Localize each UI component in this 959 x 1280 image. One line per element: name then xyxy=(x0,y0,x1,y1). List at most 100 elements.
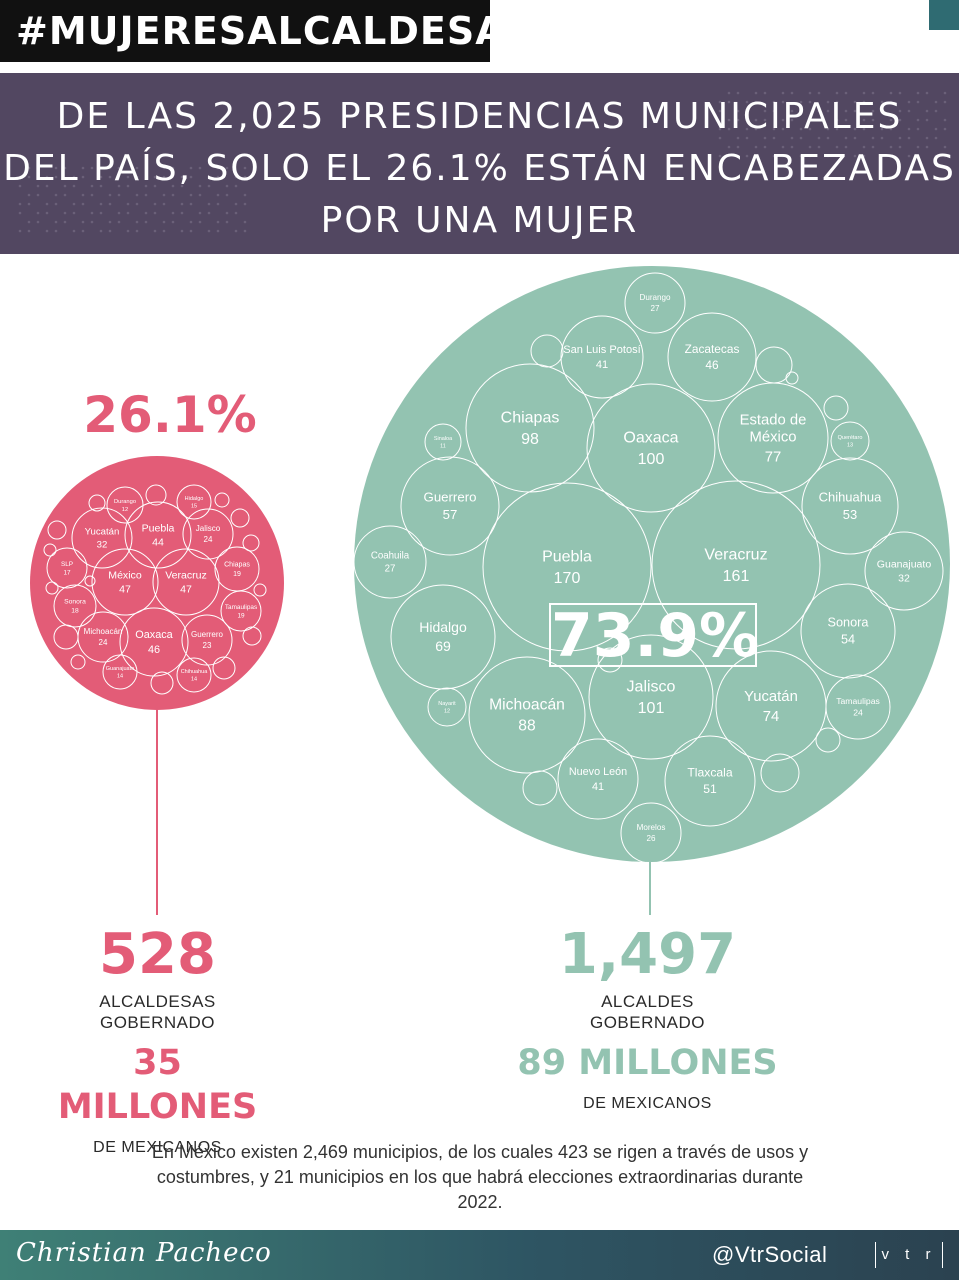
men-bubble-value: 101 xyxy=(638,700,665,717)
men-bubble-label: Guerrero xyxy=(424,489,477,504)
pattern-dot xyxy=(817,136,821,140)
women-bubble-chart: Durango 12 Hidalgo 15 Yucatán 32 Puebla 44 Jalis… xyxy=(30,456,284,710)
pattern-dot xyxy=(243,193,247,197)
women-bubble-value: 32 xyxy=(97,540,108,551)
women-minor-bubble xyxy=(230,508,250,528)
women-bubble-michoacan xyxy=(77,611,129,663)
pattern-dot xyxy=(871,109,875,113)
pattern-dot xyxy=(862,100,866,104)
pattern-dot xyxy=(117,193,121,197)
pattern-dot xyxy=(198,184,202,188)
pattern-dot xyxy=(862,91,866,95)
pattern-dot xyxy=(162,202,166,206)
men-bubble-value: 98 xyxy=(521,431,539,448)
pattern-dot xyxy=(225,193,229,197)
pattern-dot xyxy=(72,175,76,179)
men-bubble-label: Querétaro xyxy=(838,435,863,441)
pattern-dot xyxy=(844,118,848,122)
women-label-2: GOBERNADO xyxy=(99,1013,216,1032)
women-bubble-mexico xyxy=(91,548,159,616)
pattern-dot xyxy=(27,166,31,170)
pattern-dot xyxy=(826,136,830,140)
men-label-2: GOBERNADO xyxy=(589,1013,706,1032)
pattern-dot xyxy=(943,100,947,104)
pattern-dot xyxy=(63,184,67,188)
pattern-dot xyxy=(171,220,175,224)
pattern-dot xyxy=(925,136,929,140)
pattern-dot xyxy=(916,127,920,131)
pattern-dot xyxy=(234,202,238,206)
pattern-dot xyxy=(207,211,211,215)
men-bubble-value: 51 xyxy=(703,782,717,796)
pattern-dot xyxy=(63,211,67,215)
social-handle[interactable]: @VtrSocial xyxy=(712,1242,828,1267)
pattern-dot xyxy=(180,229,184,233)
pattern-dot xyxy=(898,145,902,149)
men-bubble-hidalgo xyxy=(390,584,496,690)
pattern-dot xyxy=(63,220,67,224)
pattern-dot xyxy=(234,211,238,215)
men-bubble-value: 41 xyxy=(592,781,604,793)
pattern-dot xyxy=(189,202,193,206)
men-bubble-guanajuato xyxy=(864,531,944,611)
women-bubble-oaxaca xyxy=(119,607,189,677)
men-bubble-nayarit xyxy=(427,687,467,727)
pattern-dot xyxy=(889,100,893,104)
pattern-dot xyxy=(207,175,211,179)
pattern-dot xyxy=(772,154,776,158)
women-bubble-durango xyxy=(106,486,144,524)
pattern-dot xyxy=(781,100,785,104)
men-percent: 73.9% xyxy=(549,601,760,671)
men-bubble-value: 161 xyxy=(723,568,750,585)
pattern-dot xyxy=(45,175,49,179)
men-bubble-label: Sonora xyxy=(828,616,870,630)
women-minor-bubble xyxy=(88,494,106,512)
pattern-dot xyxy=(817,91,821,95)
men-bubble-label: Jalisco xyxy=(627,678,676,695)
pattern-dot xyxy=(853,100,857,104)
men-bubble-label: Zacatecas xyxy=(685,342,740,356)
pattern-dot xyxy=(90,193,94,197)
pattern-dot xyxy=(198,220,202,224)
pattern-dot xyxy=(234,184,238,188)
pattern-dot xyxy=(790,136,794,140)
pattern-dot xyxy=(144,193,148,197)
men-bubble-nuevo-leon xyxy=(557,738,639,820)
women-bubble-value: 24 xyxy=(204,535,213,544)
pattern-dot xyxy=(234,229,238,233)
pattern-dot xyxy=(54,229,58,233)
pattern-dot xyxy=(763,91,767,95)
men-bubble-label: México xyxy=(749,429,796,445)
pattern-dot xyxy=(18,202,22,206)
pattern-dot xyxy=(90,220,94,224)
women-bubble-label: Michoacán xyxy=(84,627,123,636)
pattern-dot xyxy=(225,220,229,224)
pattern-dot xyxy=(36,166,40,170)
men-bubble-label: Morelos xyxy=(637,823,666,832)
pattern-dot xyxy=(18,211,22,215)
pattern-dot xyxy=(826,100,830,104)
men-bubble-label: Durango xyxy=(639,293,671,302)
pattern-dot xyxy=(934,100,938,104)
women-bubble-value: 14 xyxy=(191,677,197,683)
pattern-dot xyxy=(880,154,884,158)
pattern-dot xyxy=(862,145,866,149)
pattern-dot xyxy=(835,154,839,158)
pattern-dot xyxy=(207,229,211,233)
dot-pattern xyxy=(18,91,947,233)
pattern-dot xyxy=(745,136,749,140)
men-bubble-zacatecas xyxy=(667,312,757,402)
pattern-dot xyxy=(36,193,40,197)
men-bubble-label: Guanajuato xyxy=(877,558,932,570)
pattern-dot xyxy=(243,166,247,170)
pattern-dot xyxy=(36,220,40,224)
pattern-dot xyxy=(808,154,812,158)
men-bubble-value: 69 xyxy=(435,638,451,654)
pattern-dot xyxy=(27,202,31,206)
men-bubble-value: 53 xyxy=(843,507,857,522)
women-minor-bubble xyxy=(45,581,59,595)
pattern-dot xyxy=(99,202,103,206)
pattern-dot xyxy=(243,175,247,179)
women-count: 528 xyxy=(99,922,216,987)
pattern-dot xyxy=(799,100,803,104)
